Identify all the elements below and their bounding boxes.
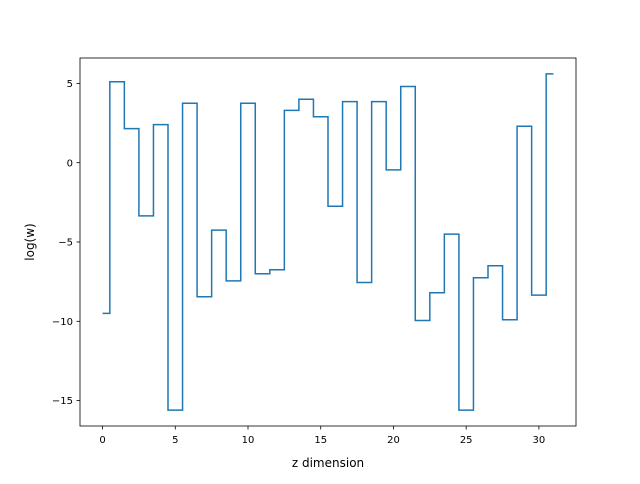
y-axis-ticks: −15 −10 −5 0 5 xyxy=(52,79,80,407)
series-line xyxy=(102,73,554,411)
x-tick-label: 20 xyxy=(387,435,400,446)
x-axis-label: z dimension xyxy=(292,456,364,470)
y-axis-label: log(w) xyxy=(23,223,37,260)
x-axis-ticks: 0 5 10 15 20 25 30 xyxy=(99,426,545,446)
y-tick-label: 5 xyxy=(67,79,73,90)
y-tick-label: 0 xyxy=(67,158,73,169)
x-tick-label: 30 xyxy=(533,435,546,446)
x-tick-label: 25 xyxy=(460,435,473,446)
y-tick-label: −10 xyxy=(52,317,73,328)
x-tick-label: 5 xyxy=(172,435,178,446)
y-tick-label: −5 xyxy=(58,238,73,249)
y-tick-label: −15 xyxy=(52,396,73,407)
x-tick-label: 0 xyxy=(99,435,105,446)
series-layer xyxy=(102,73,554,411)
x-tick-label: 15 xyxy=(314,435,327,446)
x-tick-label: 10 xyxy=(242,435,255,446)
